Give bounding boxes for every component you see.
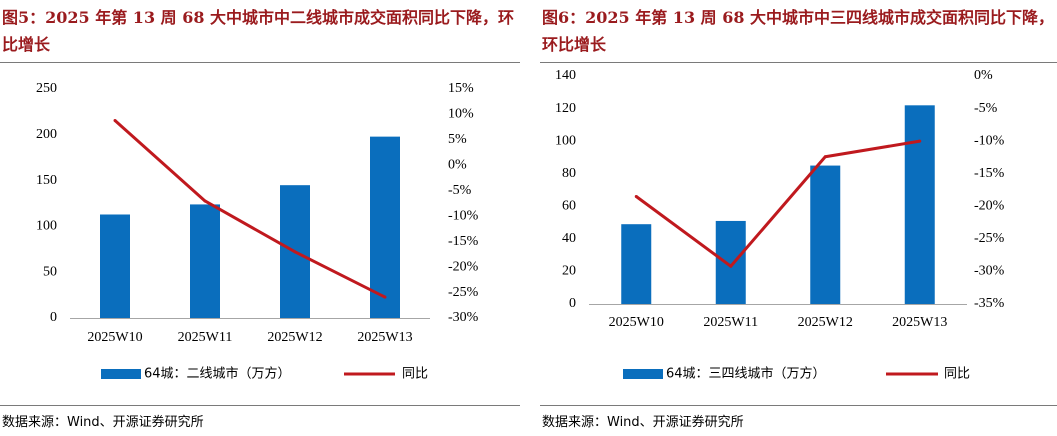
legend-bar-swatch	[101, 369, 141, 379]
y-right-tick-label: 10%	[448, 107, 474, 122]
y-right-tick-label: -20%	[974, 199, 1005, 214]
x-tick-label: 2025W10	[609, 315, 664, 330]
y-right-tick-label: -10%	[974, 133, 1005, 148]
yoy-line	[114, 119, 386, 299]
y-right-tick-label: 0%	[974, 68, 993, 83]
y-left-tick-label: 250	[36, 81, 57, 96]
y-right-tick-label: 5%	[448, 132, 467, 147]
top-divider	[540, 62, 1057, 63]
y-left-tick-label: 150	[36, 173, 57, 188]
y-left-tick-label: 200	[36, 127, 57, 142]
x-tick-label: 2025W11	[703, 315, 758, 330]
yoy-point-2025W11	[203, 199, 207, 203]
bar-2025W13	[370, 136, 400, 318]
y-right-tick-label: -10%	[448, 208, 479, 223]
chart-figure: 0 50 100 150 200 250 -30% -25% -20% -15% -10% -5% 0%…	[36, 81, 479, 382]
y-right-tick-label: 0%	[448, 158, 467, 173]
y-left-tick-label: 50	[43, 264, 57, 279]
yoy-line	[635, 139, 920, 268]
bar-2025W10	[621, 224, 652, 304]
y-left-tick-label: 80	[562, 166, 576, 181]
legend-line-label: 同比	[944, 367, 970, 382]
x-tick-label: 2025W13	[892, 315, 947, 330]
bottom-divider	[540, 405, 1057, 406]
x-tick-label: 2025W12	[267, 330, 322, 345]
y-left-tick-label: 0	[50, 310, 57, 325]
yoy-point-2025W13	[918, 139, 922, 143]
y-right-tick-label: -35%	[974, 296, 1005, 311]
y-left-tick-label: 100	[555, 133, 576, 148]
y-right-tick-label: -5%	[974, 101, 998, 116]
top-divider	[0, 62, 520, 63]
x-tick-label: 2025W10	[87, 330, 142, 345]
y-left-tick-label: 120	[555, 101, 576, 116]
chart-panel-left: 图5：2025 年第 13 周 68 大中城市中二线城市成交面积同比下降，环比增…	[0, 0, 520, 436]
yoy-point-2025W12	[293, 250, 297, 254]
y-right-tick-label: 15%	[448, 81, 474, 96]
chart-title: 图6：2025 年第 13 周 68 大中城市中三四线城市成交面积同比下降，环比…	[542, 8, 1055, 54]
bar-2025W13	[904, 105, 935, 304]
bar-2025W11	[190, 204, 220, 318]
chart-panel-right: 图6：2025 年第 13 周 68 大中城市中三四线城市成交面积同比下降，环比…	[540, 0, 1057, 436]
y-right-tick-label: -15%	[974, 166, 1005, 181]
y-left-tick-label: 140	[555, 68, 576, 83]
source-note: 数据来源：Wind、开源证券研究所	[542, 415, 744, 430]
bar-2025W12	[810, 165, 841, 304]
y-right-tick-label: -30%	[448, 310, 479, 325]
x-tick-label: 2025W13	[357, 330, 412, 345]
bar-2025W11	[715, 220, 746, 304]
chart-figure: 0 20 40 60 80 100 120 140 -35% -30% -25% -20% -15% -1…	[555, 68, 1005, 382]
y-right-tick-label: -30%	[974, 264, 1005, 279]
y-right-tick-label: -5%	[448, 183, 472, 198]
y-right-tick-label: -25%	[974, 231, 1005, 246]
yoy-point-2025W11	[729, 264, 733, 268]
source-note: 数据来源：Wind、开源证券研究所	[2, 415, 204, 430]
y-left-tick-label: 100	[36, 219, 57, 234]
bottom-divider	[0, 405, 520, 406]
legend-bar-label: 64城：三四线城市（万方）	[666, 366, 826, 382]
y-left-tick-label: 40	[562, 231, 576, 246]
yoy-point-2025W12	[823, 155, 827, 159]
bar-2025W10	[100, 214, 130, 318]
y-right-tick-label: -25%	[448, 285, 479, 300]
legend-line-label: 同比	[402, 367, 428, 382]
legend-bar-label: 64城：二线城市（万方）	[144, 366, 291, 382]
x-tick-label: 2025W11	[178, 330, 233, 345]
y-left-tick-label: 60	[562, 199, 576, 214]
y-left-tick-label: 0	[569, 296, 576, 311]
legend-bar-swatch	[623, 369, 663, 379]
y-right-tick-label: -20%	[448, 259, 479, 274]
yoy-point-2025W10	[634, 195, 638, 199]
y-right-tick-label: -15%	[448, 234, 479, 249]
yoy-point-2025W10	[113, 119, 117, 123]
y-left-tick-label: 20	[562, 264, 576, 279]
chart-title: 图5：2025 年第 13 周 68 大中城市中二线城市成交面积同比下降，环比增…	[2, 8, 515, 54]
yoy-point-2025W13	[383, 295, 387, 299]
x-tick-label: 2025W12	[798, 315, 853, 330]
